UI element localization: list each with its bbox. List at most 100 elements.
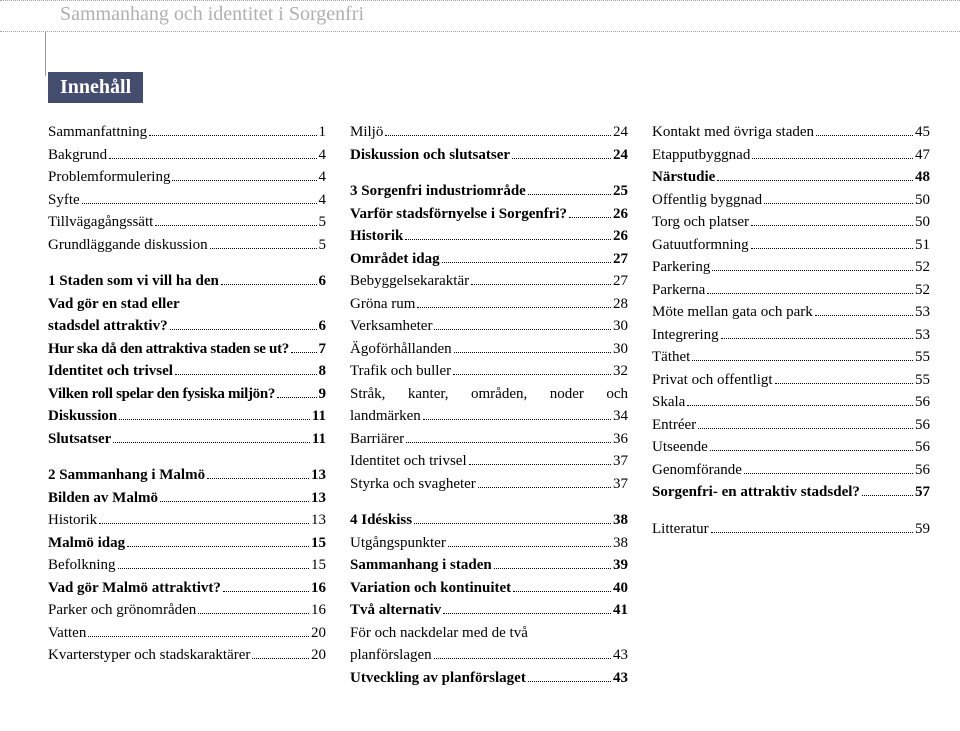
toc-page: 55 — [915, 346, 930, 369]
toc-dots — [744, 473, 913, 474]
toc-page: 53 — [915, 301, 930, 324]
toc-item: Utseende56 — [652, 436, 930, 459]
toc-page: 40 — [613, 577, 628, 600]
toc-label: Syfte — [48, 189, 80, 212]
toc-page: 41 — [613, 599, 628, 622]
toc-label: Gatuutformning — [652, 234, 749, 257]
toc-page: 30 — [613, 315, 628, 338]
toc-item: Parkering52 — [652, 256, 930, 279]
toc-item: Barriärer36 — [350, 428, 628, 451]
toc-item: Problemformulering4 — [48, 166, 326, 189]
toc-page: 47 — [915, 144, 930, 167]
toc-dots — [528, 194, 611, 195]
toc-gap — [652, 504, 930, 518]
toc-dots — [160, 501, 309, 502]
toc-label: Kontakt med övriga staden — [652, 121, 814, 144]
toc-label: Vilken roll spelar den fysiska miljön? — [48, 383, 275, 406]
toc-page: 15 — [311, 554, 326, 577]
toc-dots — [118, 568, 310, 569]
toc-item: Närstudie48 — [652, 166, 930, 189]
toc-dots — [453, 374, 611, 375]
toc-page: 38 — [613, 509, 628, 532]
toc-page: 50 — [915, 211, 930, 234]
toc-label: Kvarterstyper och stadskaraktärer — [48, 644, 250, 667]
toc-dots — [448, 546, 611, 547]
toc-dots — [291, 352, 317, 353]
toc-page: 34 — [613, 405, 628, 428]
toc-label: Verksamheter — [350, 315, 432, 338]
toc-dots — [471, 284, 611, 285]
toc-dots — [717, 180, 913, 181]
section-title: Innehåll — [48, 72, 143, 103]
toc-page: 48 — [915, 166, 930, 189]
toc-page: 5 — [319, 234, 327, 257]
toc-page: 13 — [311, 487, 326, 510]
toc-column: Miljö24Diskussion och slutsatser243 Sorg… — [350, 121, 628, 689]
toc-dots — [707, 293, 913, 294]
toc-label: Befolkning — [48, 554, 116, 577]
toc-dots — [223, 591, 309, 592]
toc-item: Entréer 56 — [652, 414, 930, 437]
toc-label: Sammanhang i staden — [350, 554, 492, 577]
toc-dots — [198, 613, 309, 614]
toc-dots — [469, 464, 611, 465]
toc-item: Diskussion11 — [48, 405, 326, 428]
toc-label: Två alternativ — [350, 599, 441, 622]
toc-page: 45 — [915, 121, 930, 144]
toc-item: Malmö idag15 — [48, 532, 326, 555]
toc-dots — [172, 180, 316, 181]
header-bar: Sammanhang och identitet i Sorgenfri — [0, 0, 960, 32]
toc-dots — [170, 329, 317, 330]
toc-label: Etapputbyggnad — [652, 144, 750, 167]
toc-item: Parkerna52 — [652, 279, 930, 302]
toc-page: 16 — [311, 599, 326, 622]
toc-column: Sammanfattning1Bakgrund4Problemformuleri… — [48, 121, 326, 689]
toc-dots — [210, 248, 317, 249]
toc-page: 16 — [311, 577, 326, 600]
toc-item: Befolkning 15 — [48, 554, 326, 577]
toc-item: Identitet och trivsel37 — [350, 450, 628, 473]
toc-dots — [698, 428, 913, 429]
toc-page: 13 — [311, 509, 326, 532]
toc-dots — [569, 217, 611, 218]
toc-item: Etapputbyggnad 47 — [652, 144, 930, 167]
toc-dots — [775, 383, 913, 384]
toc-dots — [109, 158, 316, 159]
toc-gap — [350, 166, 628, 180]
toc-item: Täthet55 — [652, 346, 930, 369]
toc-columns: Sammanfattning1Bakgrund4Problemformuleri… — [48, 121, 930, 689]
toc-label: Integrering — [652, 324, 719, 347]
toc-page: 56 — [915, 414, 930, 437]
toc-label: Bilden av Malmö — [48, 487, 158, 510]
toc-item: Gröna rum28 — [350, 293, 628, 316]
toc-item: 4 Idéskiss38 — [350, 509, 628, 532]
toc-label: Torg och platser — [652, 211, 749, 234]
toc-dots — [721, 338, 913, 339]
header-title: Sammanhang och identitet i Sorgenfri — [60, 3, 364, 26]
toc-item: Bakgrund4 — [48, 144, 326, 167]
toc-page: 56 — [915, 459, 930, 482]
toc-dots — [434, 329, 611, 330]
toc-dots — [512, 158, 611, 159]
toc-item: Vatten20 — [48, 622, 326, 645]
toc-label: Entréer — [652, 414, 696, 437]
toc-dots — [423, 419, 611, 420]
toc-page: 50 — [915, 189, 930, 212]
toc-dots — [82, 203, 317, 204]
toc-item: Två alternativ 41 — [350, 599, 628, 622]
toc-page: 26 — [613, 225, 628, 248]
toc-dots — [442, 262, 611, 263]
toc-dots — [127, 546, 309, 547]
toc-label: 1 Staden som vi vill ha den — [48, 270, 219, 293]
toc-dots — [405, 239, 611, 240]
toc-item: Skala56 — [652, 391, 930, 414]
toc-dots — [175, 374, 317, 375]
toc-dots — [454, 352, 611, 353]
toc-item: Möte mellan gata och park53 — [652, 301, 930, 324]
toc-label: Miljö — [350, 121, 383, 144]
toc-item: Sammanhang i staden39 — [350, 554, 628, 577]
toc-dots — [712, 270, 913, 271]
toc-page: 51 — [915, 234, 930, 257]
toc-page: 9 — [319, 383, 327, 406]
toc-item: Bilden av Malmö 13 — [48, 487, 326, 510]
